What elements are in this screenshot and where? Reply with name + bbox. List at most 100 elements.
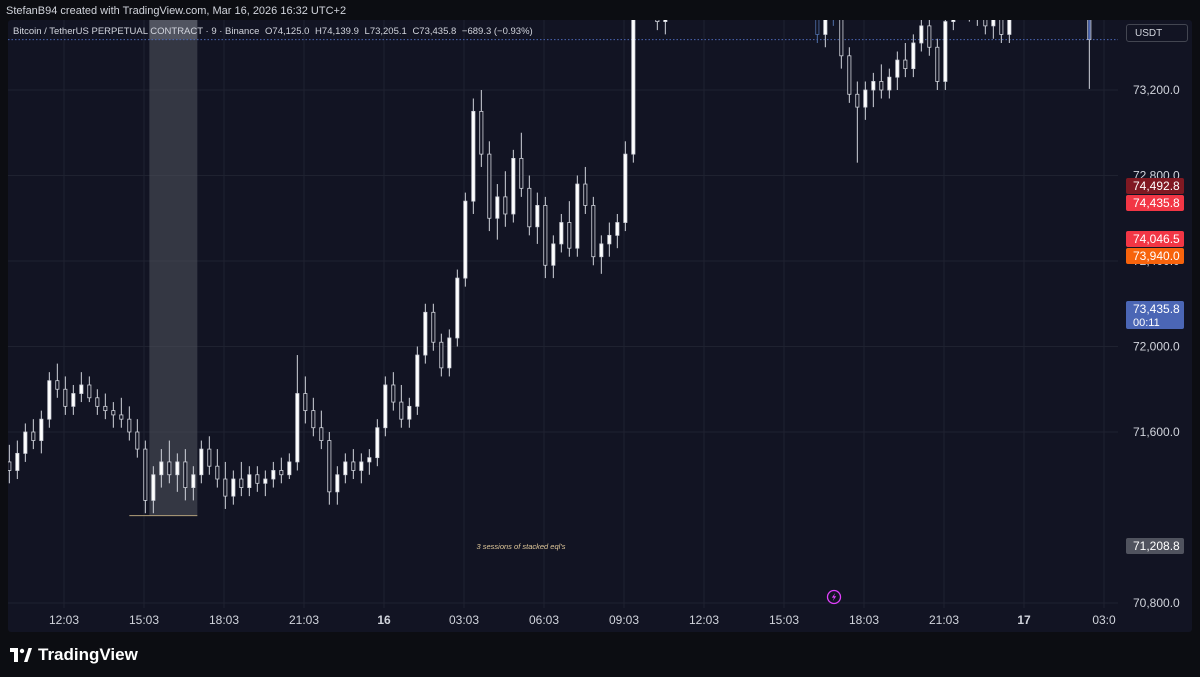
candle-body xyxy=(175,461,180,476)
ohlc-low: L73,205.1 xyxy=(364,26,407,37)
chart-panel[interactable]: 75,600.075,200.074,800.074,000.073,600.0… xyxy=(8,20,1192,632)
time-tick-label: 15:03 xyxy=(769,613,799,627)
candles xyxy=(8,20,1092,514)
candle-body xyxy=(559,222,564,245)
candle-body xyxy=(1007,20,1012,35)
candle-body xyxy=(207,448,212,467)
candle-body xyxy=(567,222,572,249)
candle-body xyxy=(191,474,196,488)
price-tag-label: 73,435.8 xyxy=(1133,302,1180,316)
candle-body xyxy=(927,25,932,48)
candle-body xyxy=(327,440,332,493)
candle-body xyxy=(343,461,348,476)
candle-body xyxy=(407,405,412,420)
candle-body xyxy=(95,397,100,407)
candle-body xyxy=(47,380,52,420)
take-profit-zone xyxy=(149,20,198,516)
candle-body xyxy=(367,457,372,463)
time-tick-label: 12:03 xyxy=(49,613,79,627)
candle-body xyxy=(223,478,228,497)
time-tick-label: 18:03 xyxy=(209,613,239,627)
candle-body xyxy=(815,20,820,35)
candle-body xyxy=(8,461,12,471)
candle-body xyxy=(239,478,244,488)
candle-body xyxy=(151,474,156,501)
candle-body xyxy=(351,461,356,471)
position-tool xyxy=(149,20,198,516)
price-tag-box xyxy=(1126,301,1184,329)
candle-body xyxy=(31,431,36,441)
candle-body xyxy=(615,222,620,236)
candle-body xyxy=(455,277,460,339)
candle-body xyxy=(983,20,988,27)
time-tick-label: 12:03 xyxy=(689,613,719,627)
candle-body xyxy=(551,243,556,266)
candle-body xyxy=(447,337,452,369)
current-pnl-zone xyxy=(149,20,198,40)
candle-body xyxy=(823,20,828,35)
candle-body xyxy=(63,388,68,407)
candle-body xyxy=(383,384,388,429)
candle-body xyxy=(335,474,340,493)
candle-body xyxy=(319,427,324,441)
time-tick-label: 06:03 xyxy=(529,613,559,627)
currency-button[interactable]: USDT xyxy=(1126,24,1188,42)
time-tick-label: 03:0 xyxy=(1092,613,1116,627)
candle-body xyxy=(279,470,284,476)
candle-body xyxy=(887,76,892,91)
candlestick-chart[interactable]: 75,600.075,200.074,800.074,000.073,600.0… xyxy=(8,20,1192,632)
tradingview-logo-icon xyxy=(10,648,32,662)
candle-body xyxy=(479,110,484,155)
candle-body xyxy=(999,20,1004,35)
lightning-icon[interactable] xyxy=(826,589,842,605)
candle-body xyxy=(103,405,108,412)
price-tag-label: 74,046.5 xyxy=(1133,232,1180,246)
price-tags: 74,492.8 74,435.8 74,046.5 73,940.0 73,435.8… xyxy=(1126,178,1184,554)
time-tick-label: 09:03 xyxy=(609,613,639,627)
candle-body xyxy=(71,393,76,407)
candle-body xyxy=(591,205,596,258)
candle-body xyxy=(135,431,140,450)
candle-body xyxy=(847,55,852,95)
candle-body xyxy=(919,25,924,44)
candle-body xyxy=(943,21,948,82)
price-tag-box xyxy=(1126,195,1184,211)
price-tag-label: 73,940.0 xyxy=(1133,249,1180,263)
candle-body xyxy=(519,157,524,189)
candle-body xyxy=(527,187,532,228)
price-tick-label: 73,200.0 xyxy=(1133,83,1180,97)
price-tag-box xyxy=(1126,178,1184,194)
candle-body xyxy=(895,59,900,78)
candle-body xyxy=(15,452,20,471)
candle-body xyxy=(535,205,540,228)
candle-body xyxy=(295,393,300,463)
ohlc-close: C73,435.8 xyxy=(412,26,457,37)
candle-body xyxy=(495,196,500,219)
candle-body xyxy=(87,384,92,399)
candle-body xyxy=(231,478,236,497)
candle-body xyxy=(423,311,428,356)
candle-body xyxy=(199,448,204,476)
candle-body xyxy=(127,418,132,433)
ohlc-high: H74,139.9 xyxy=(315,26,359,37)
candle-body xyxy=(287,461,292,476)
time-tick-label: 21:03 xyxy=(929,613,959,627)
candle-body xyxy=(359,461,364,471)
candle-body xyxy=(855,93,860,108)
candle-body xyxy=(215,465,220,480)
symbol-legend: Bitcoin / TetherUS PERPETUAL CONTRACT · … xyxy=(13,26,536,37)
candle-body xyxy=(39,418,44,441)
time-tick-label: 17 xyxy=(1017,613,1031,627)
grid-lines xyxy=(8,20,1118,608)
candle-body xyxy=(991,20,996,27)
candle-body xyxy=(951,20,956,22)
candle-body xyxy=(439,341,444,369)
candle-body xyxy=(935,46,940,82)
candle-body xyxy=(871,81,876,91)
symbol-name[interactable]: Bitcoin / TetherUS PERPETUAL CONTRACT · … xyxy=(13,26,260,37)
candle-body xyxy=(623,153,628,223)
time-tick-label: 16 xyxy=(377,613,391,627)
candle-body xyxy=(247,474,252,488)
candle-body xyxy=(23,431,28,454)
